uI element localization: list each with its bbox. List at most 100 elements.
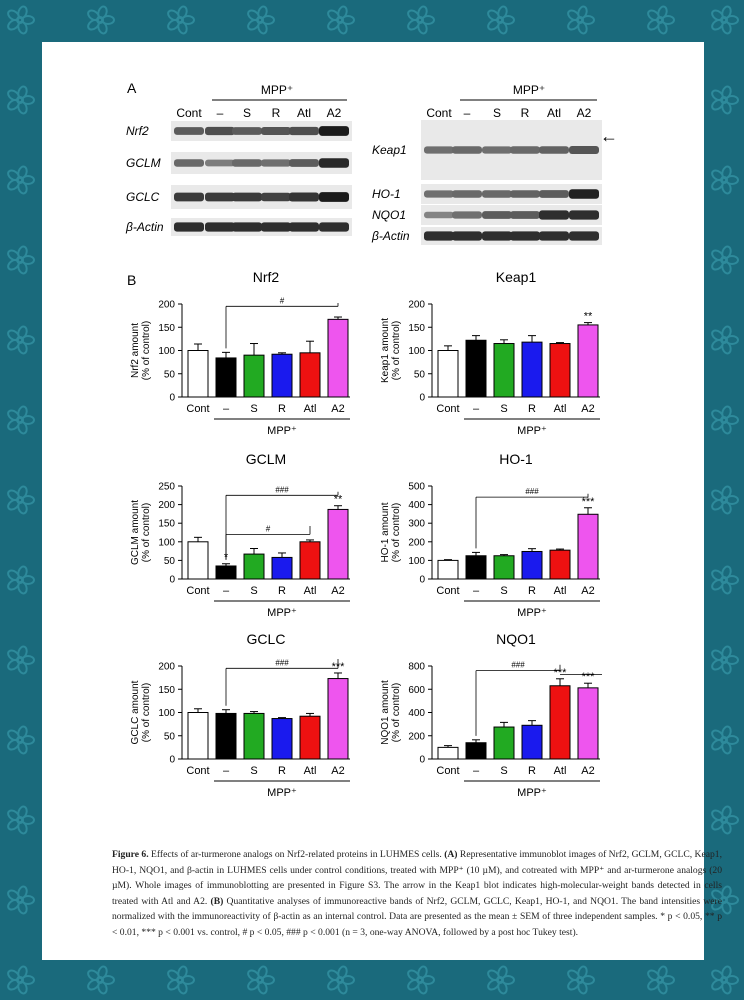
y-tick-label: 50: [414, 369, 426, 380]
flower-petal: [721, 260, 732, 275]
flower-petal: [177, 20, 188, 35]
chart-title: GCLC: [247, 631, 286, 647]
flower-petal: [7, 9, 20, 22]
y-axis-label-line: GCLC amount: [130, 680, 141, 744]
blot-band: [452, 211, 482, 219]
flower-petal: [711, 818, 724, 831]
blot-band: [261, 192, 291, 202]
x-tick-label: –: [223, 403, 230, 415]
flower-petal: [417, 20, 428, 35]
blot-band: [510, 146, 540, 154]
flower-petal: [721, 740, 732, 755]
flower-center: [720, 416, 728, 424]
flower-petal: [711, 409, 724, 422]
flower-petal: [567, 969, 580, 982]
blot-band: [510, 231, 540, 241]
blot-band: [174, 192, 204, 202]
mpp-label: MPP⁺: [261, 83, 293, 97]
flower-petal: [711, 489, 724, 502]
flower-petal: [17, 180, 28, 195]
blot-band: [261, 222, 291, 232]
flower-petal: [417, 5, 428, 20]
mpp-group-label: MPP⁺: [517, 425, 547, 437]
flower-petal: [247, 9, 260, 22]
flower-pattern: [7, 5, 739, 995]
flower-petal: [721, 100, 732, 115]
flower-petal: [721, 165, 732, 180]
y-tick-label: 0: [169, 575, 175, 586]
y-axis-label: GCLM amount (% of control): [130, 500, 152, 565]
flower-petal: [17, 20, 28, 35]
flower-petal: [7, 98, 20, 111]
flower-petal: [17, 900, 28, 915]
x-tick-label: Cont: [186, 403, 209, 415]
flower-petal: [721, 180, 732, 195]
flower-petal: [17, 965, 28, 980]
flower-petal: [17, 260, 28, 275]
flower-petal: [657, 980, 668, 995]
flower-petal: [721, 85, 732, 100]
bracket-label: ###: [511, 661, 525, 670]
blot-band: [232, 222, 262, 232]
flower-center: [96, 16, 104, 24]
caption-part-a-label: (A): [444, 849, 458, 860]
y-tick-label: 150: [158, 323, 175, 334]
x-tick-label: A2: [331, 765, 344, 777]
blot-band: [510, 211, 540, 219]
x-tick-label: –: [223, 585, 230, 597]
keap1-arrow-icon: ←: [600, 126, 618, 146]
blot-label: Nrf2: [126, 124, 149, 138]
x-tick-label: S: [500, 765, 507, 777]
flower-petal: [17, 805, 28, 820]
flower-petal: [711, 898, 724, 911]
bar-0: [437, 350, 459, 398]
flower-center: [96, 976, 104, 984]
flower-center: [720, 496, 728, 504]
blot-band: [319, 192, 349, 202]
flower-petal: [497, 965, 508, 980]
flower-center: [416, 16, 424, 24]
flower-petal: [87, 9, 100, 22]
flower-petal: [257, 5, 268, 20]
y-tick-label: 50: [164, 731, 176, 742]
flower-petal: [721, 885, 732, 900]
bar-4: [299, 541, 321, 580]
significance-stars: ***: [554, 667, 568, 679]
blot-band: [510, 190, 540, 198]
x-tick-label: A2: [331, 403, 344, 415]
chart-title: Keap1: [496, 269, 537, 285]
flower-petal: [17, 885, 28, 900]
flower-petal: [97, 5, 108, 20]
x-tick-label: Cont: [436, 585, 459, 597]
flower-petal: [721, 420, 732, 435]
y-tick-label: 200: [158, 300, 175, 311]
mpp-group-label: MPP⁺: [517, 607, 547, 619]
lane-label: S: [493, 106, 501, 120]
flower-center: [720, 896, 728, 904]
flower-center: [496, 16, 504, 24]
flower-petal: [647, 18, 660, 31]
y-tick-label: 100: [158, 346, 175, 357]
blot-label: β-Actin: [125, 220, 164, 234]
blot-label: NQO1: [372, 208, 406, 222]
figure-page: A MPP⁺ Cont – S R Atl A2 Nrf2 GCLM GCLC β-Actin MP…: [42, 42, 722, 960]
blot-band: [289, 222, 319, 232]
y-axis-label-line: (% of control): [391, 321, 402, 380]
flower-center: [16, 896, 24, 904]
blot-band: [452, 146, 482, 154]
flower-petal: [711, 9, 724, 22]
y-tick-label: 0: [169, 755, 175, 766]
flower-center: [720, 816, 728, 824]
flower-petal: [721, 805, 732, 820]
lane-label: –: [464, 106, 471, 120]
flower-petal: [7, 658, 20, 671]
y-axis-label-line: (% of control): [391, 503, 402, 562]
flower-petal: [7, 178, 20, 191]
flower-center: [336, 16, 344, 24]
flower-petal: [487, 969, 500, 982]
flower-petal: [167, 978, 180, 991]
flower-petal: [711, 889, 724, 902]
bar-0: [437, 559, 459, 580]
blot-label: Keap1: [372, 143, 407, 157]
